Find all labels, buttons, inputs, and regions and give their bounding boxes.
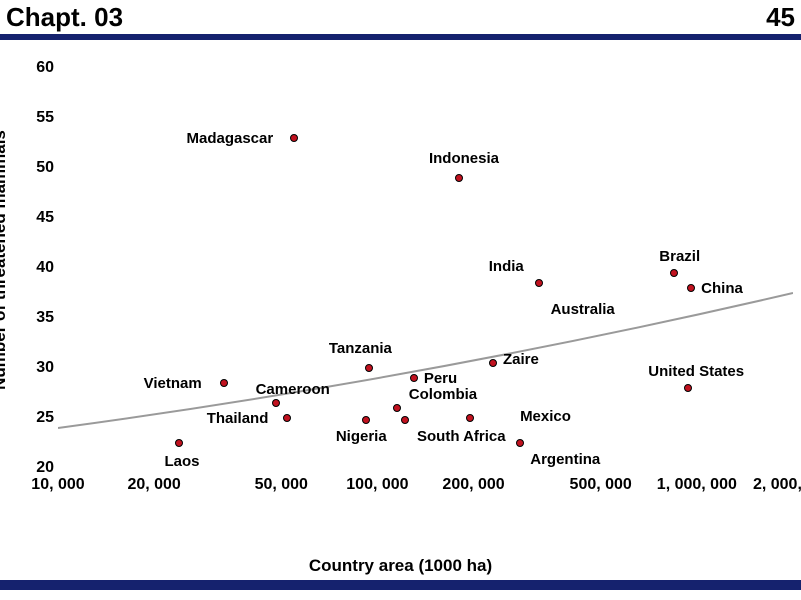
y-tick: 35: [14, 309, 54, 327]
y-axis-label: Number of threatened mammals: [0, 130, 10, 390]
data-point: [535, 279, 543, 287]
data-point-label: South Africa: [417, 428, 506, 445]
data-point-label: Indonesia: [429, 150, 499, 167]
x-axis-label: Country area (1000 ha): [309, 556, 492, 576]
x-tick: 2, 000, 000: [753, 476, 801, 494]
data-point: [410, 374, 418, 382]
page-root: { "header": { "title": "Chapt. 03", "pag…: [0, 0, 801, 600]
slide-footer-bar: [0, 580, 801, 590]
data-point-label: Cameroon: [256, 381, 330, 398]
y-tick: 60: [14, 59, 54, 77]
y-tick: 50: [14, 159, 54, 177]
data-point-label: China: [701, 280, 743, 297]
data-point: [272, 399, 280, 407]
data-point: [283, 414, 291, 422]
y-tick: 55: [14, 109, 54, 127]
data-point-label: Madagascar: [186, 130, 273, 147]
y-tick: 40: [14, 259, 54, 277]
x-tick: 10, 000: [31, 476, 84, 494]
data-point-label: Peru: [424, 370, 457, 387]
data-point: [687, 284, 695, 292]
data-point-label: Thailand: [207, 410, 269, 427]
data-point-label: Australia: [551, 301, 615, 318]
y-tick: 20: [14, 459, 54, 477]
x-tick: 100, 000: [346, 476, 408, 494]
x-tick: 20, 000: [127, 476, 180, 494]
page-number: 45: [766, 2, 795, 33]
data-point-label: Laos: [164, 453, 199, 470]
data-point-label: Nigeria: [336, 428, 387, 445]
slide-header: Chapt. 03 45: [0, 0, 801, 40]
data-point: [516, 439, 524, 447]
x-tick: 200, 000: [442, 476, 504, 494]
data-point-label: Tanzania: [329, 340, 392, 357]
data-point: [220, 379, 228, 387]
y-tick: 45: [14, 209, 54, 227]
y-tick: 30: [14, 359, 54, 377]
data-point-label: Vietnam: [144, 375, 202, 392]
data-point-label: Brazil: [659, 248, 700, 265]
data-point: [670, 269, 678, 277]
data-point: [455, 174, 463, 182]
data-point-label: Colombia: [409, 386, 477, 403]
x-tick: 500, 000: [570, 476, 632, 494]
data-point: [684, 384, 692, 392]
data-point-label: United States: [648, 363, 744, 380]
data-point-label: Zaire: [503, 351, 539, 368]
data-point: [401, 416, 409, 424]
chapter-title: Chapt. 03: [6, 2, 123, 33]
data-point: [393, 404, 401, 412]
trend-line: [58, 68, 793, 468]
data-point: [489, 359, 497, 367]
data-point: [175, 439, 183, 447]
data-point: [365, 364, 373, 372]
scatter-plot: 20253035404550556010, 00020, 00050, 0001…: [58, 68, 793, 468]
x-tick: 50, 000: [255, 476, 308, 494]
data-point-label: Argentina: [530, 451, 600, 468]
x-tick: 1, 000, 000: [657, 476, 737, 494]
y-tick: 25: [14, 409, 54, 427]
data-point: [466, 414, 474, 422]
data-point: [362, 416, 370, 424]
data-point: [290, 134, 298, 142]
data-point-label: India: [489, 258, 524, 275]
data-point-label: Mexico: [520, 408, 571, 425]
